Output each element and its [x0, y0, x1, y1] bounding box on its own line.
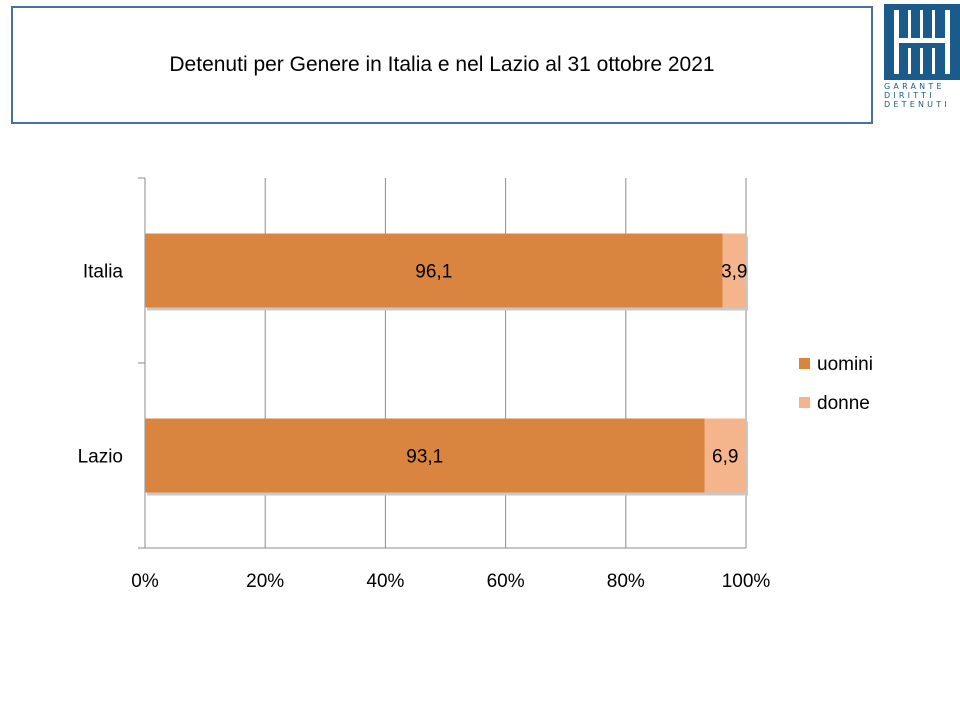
logo-text-line-1: GARANTE — [884, 82, 945, 91]
logo-text-line-3: DETENUTI — [884, 100, 950, 109]
data-label: 96,1 — [415, 262, 452, 283]
legend-label: donne — [817, 393, 870, 414]
garante-logo: GARANTE DIRITTI DETENUTI — [884, 4, 960, 110]
data-label: 93,1 — [406, 447, 443, 468]
chart-title: Detenuti per Genere in Italia e nel Lazi… — [169, 53, 715, 76]
bar-uomini-lazio — [145, 418, 705, 493]
legend-swatch — [799, 397, 810, 408]
x-tick-label: 60% — [487, 571, 525, 592]
y-category-label: Lazio — [78, 447, 123, 468]
legend-label: uomini — [817, 354, 873, 375]
x-tick-label: 20% — [246, 571, 284, 592]
x-tick-label: 80% — [607, 571, 645, 592]
data-label: 3,9 — [721, 262, 747, 283]
bar-donne-italia — [722, 233, 746, 308]
data-label: 6,9 — [712, 447, 738, 468]
x-tick-label: 0% — [131, 571, 159, 592]
title-box: Detenuti per Genere in Italia e nel Lazi… — [11, 6, 873, 124]
x-tick-label: 40% — [366, 571, 404, 592]
x-tick-label: 100% — [722, 571, 771, 592]
logo-text-line-2: DIRITTI — [884, 91, 935, 100]
legend-swatch — [799, 358, 810, 369]
bar-donne-lazio — [704, 418, 746, 493]
bar-uomini-italia — [145, 233, 723, 308]
logo-mark-icon — [884, 4, 960, 80]
y-category-label: Italia — [83, 262, 124, 283]
